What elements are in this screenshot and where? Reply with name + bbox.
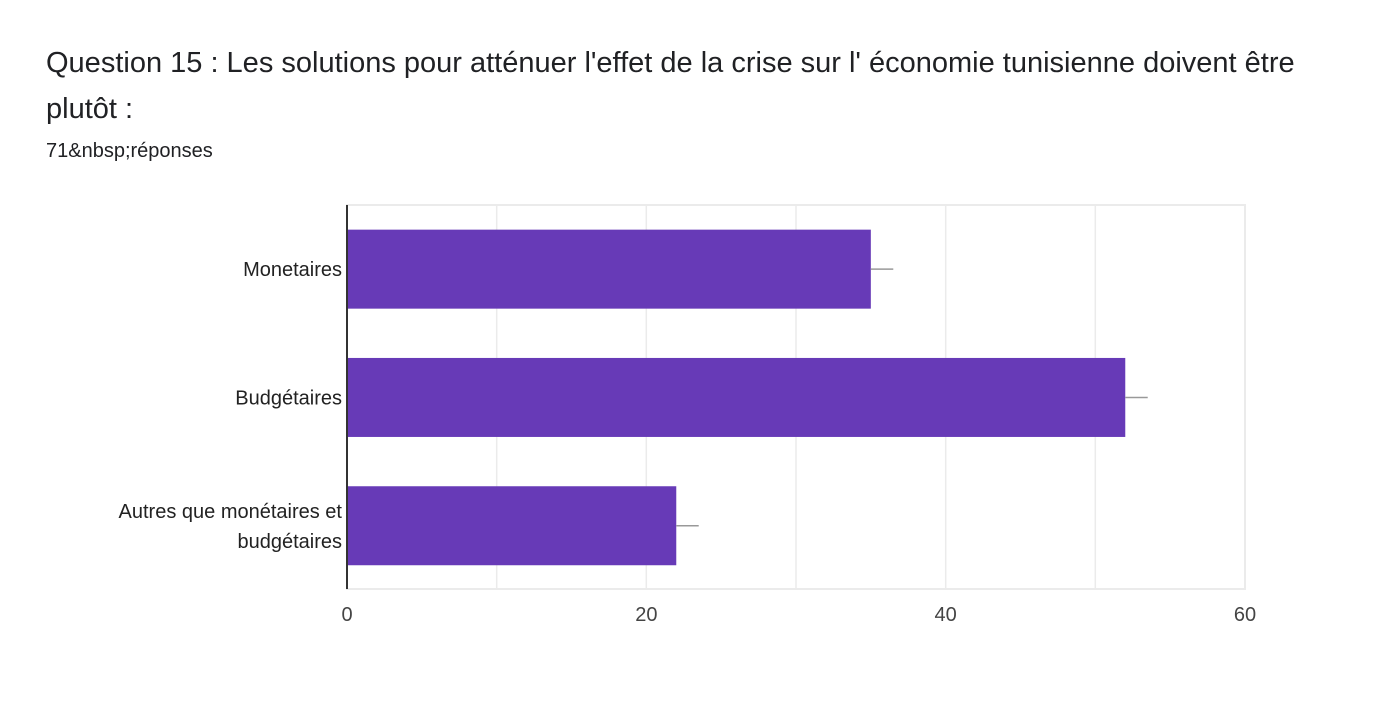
bar xyxy=(347,229,871,309)
category-label-line: Budgétaires xyxy=(235,387,342,409)
x-tick-label: 20 xyxy=(635,604,657,626)
bars xyxy=(347,229,1126,566)
category-label-line: budgétaires xyxy=(237,531,342,553)
bar xyxy=(347,357,1126,437)
x-tick-label: 40 xyxy=(935,604,957,626)
category-label: Autres que monétaires et budgétaires xyxy=(119,501,343,553)
error-bars xyxy=(676,268,1148,527)
category-label: Budgétaires xyxy=(235,387,342,409)
x-tick-label: 60 xyxy=(1234,604,1256,626)
category-label-line: Autres que monétaires et xyxy=(119,501,343,523)
category-label: Monetaires xyxy=(243,259,342,281)
response-count: 71&nbsp;réponses xyxy=(46,140,213,162)
x-tick-labels: 0 20 40 60 xyxy=(341,604,1256,626)
page-title: Question 15 : Les solutions pour atténue… xyxy=(46,47,1295,125)
category-labels: Monetaires Budgétaires Autres que monétair… xyxy=(119,259,343,553)
bar xyxy=(347,486,677,566)
category-label-line: Monetaires xyxy=(243,259,342,281)
x-tick-label: 0 xyxy=(341,604,352,626)
